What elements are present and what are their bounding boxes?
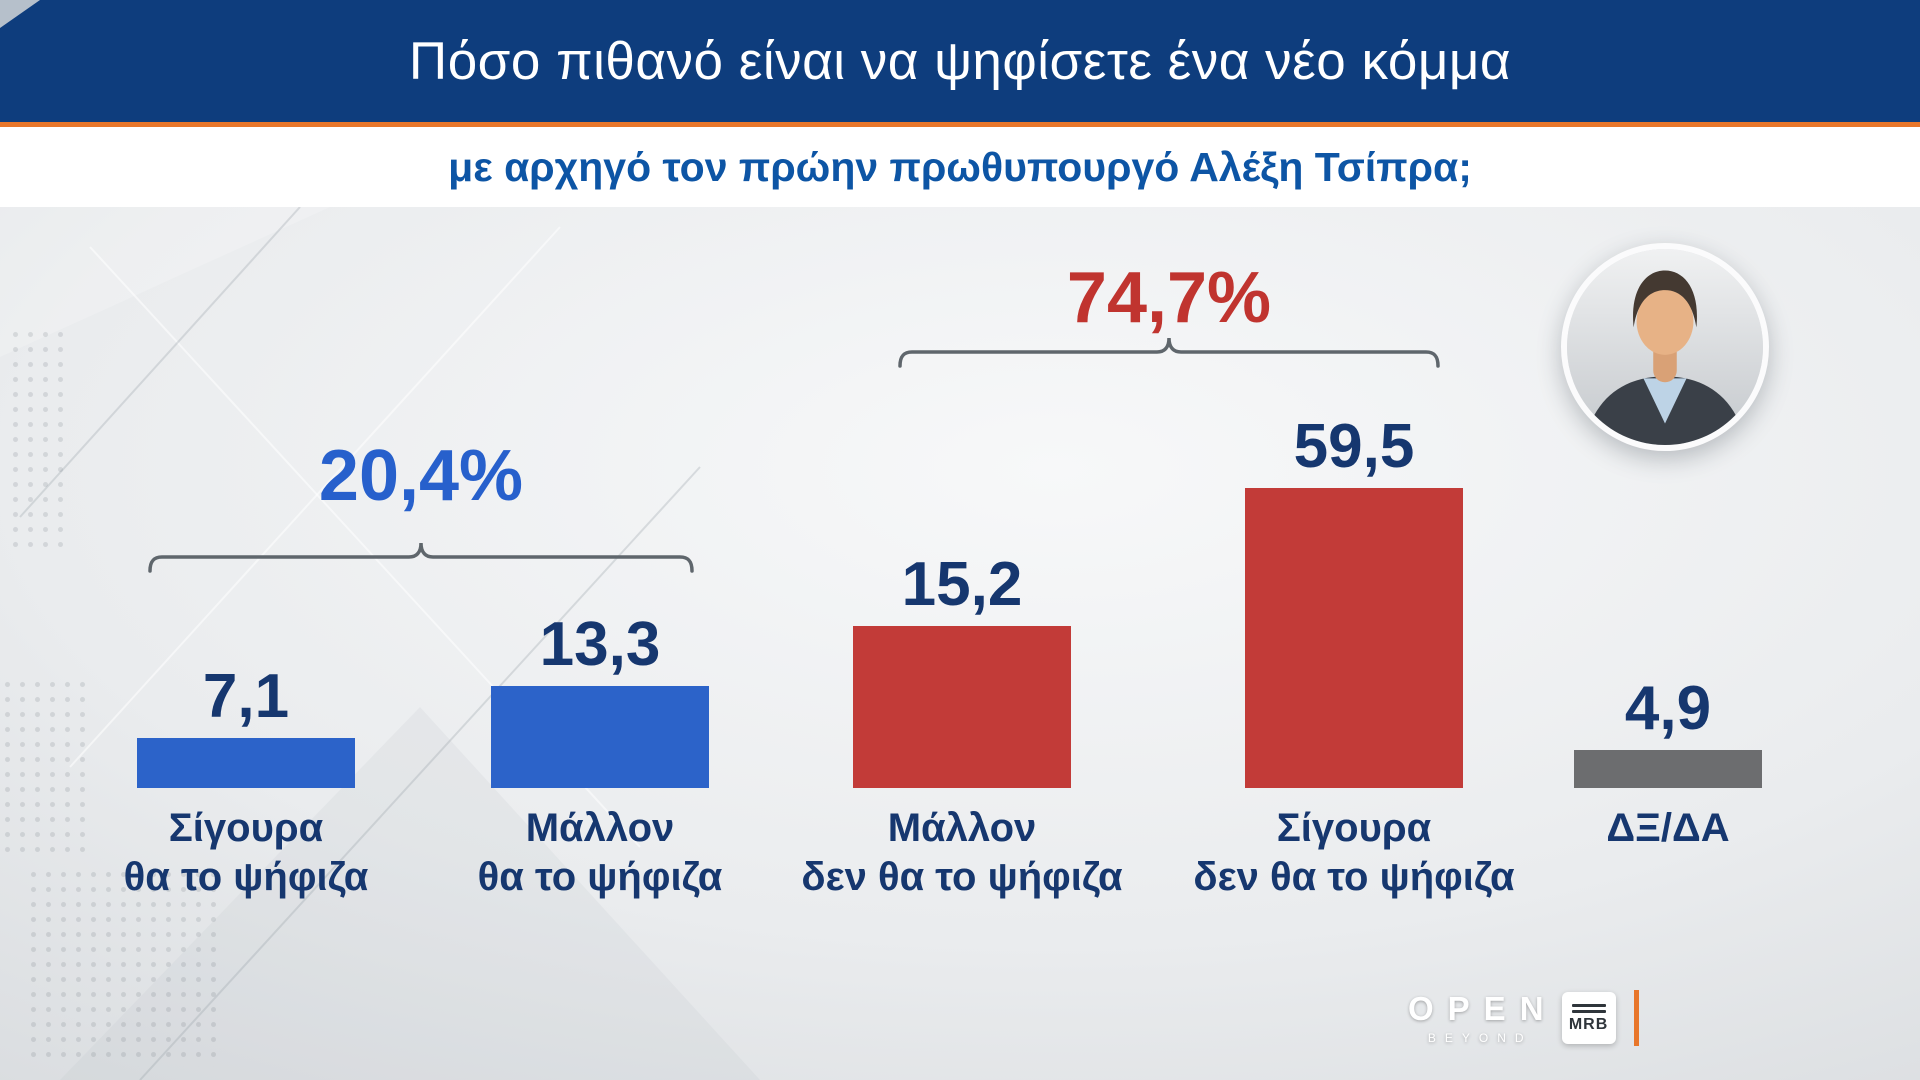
bar-column: 7,1 Σίγουρα θα το ψήφιζα <box>124 662 369 899</box>
mrb-logo-text: MRB <box>1568 1015 1609 1033</box>
bar <box>491 686 709 788</box>
bar-value-label: 4,9 <box>1624 674 1712 743</box>
bar <box>1574 750 1762 788</box>
category-line: Σίγουρα <box>168 806 324 850</box>
dot-pattern <box>0 677 90 857</box>
header-bar: Πόσο πιθανό είναι να ψηφίσετε ένα νέο κό… <box>0 0 1920 122</box>
group-total-likely: 20,4% <box>318 436 524 516</box>
bar-category-label: Σίγουρα θα το ψήφιζα <box>51 804 441 902</box>
bar-category-label: Μάλλον δεν θα το ψήφιζα <box>767 804 1157 902</box>
mrb-logo-stripe <box>1571 1009 1606 1013</box>
bar-column: 59,5 Σίγουρα δεν θα το ψήφιζα <box>1193 412 1514 899</box>
page-subtitle: με αρχηγό τον πρώην πρωθυπουργό Αλέξη Τσ… <box>448 143 1472 190</box>
group-bracket-unlikely <box>898 337 1440 368</box>
person-silhouette-icon <box>1567 249 1763 445</box>
bar <box>137 738 355 788</box>
bar-value-label: 59,5 <box>1293 412 1415 481</box>
mrb-logo: MRB <box>1561 992 1616 1044</box>
open-logo-subtext: BEYOND <box>1427 1030 1533 1045</box>
bar-column: 15,2 Μάλλον δεν θα το ψήφιζα <box>801 550 1122 899</box>
bar-column: 13,3 Μάλλον θα το ψήφιζα <box>478 610 723 899</box>
category-line: δεν θα το ψήφιζα <box>1193 854 1515 899</box>
mrb-logo-stripe <box>1571 1003 1606 1007</box>
accent-divider <box>0 122 1920 127</box>
dot-pattern <box>26 867 216 1067</box>
group-bracket-likely <box>148 542 694 573</box>
page-title: Πόσο πιθανό είναι να ψηφίσετε ένα νέο κό… <box>408 31 1512 91</box>
open-logo-text: OPEN <box>1408 989 1558 1027</box>
subtitle-band: με αρχηγό τον πρώην πρωθυπουργό Αλέξη Τσ… <box>0 127 1920 207</box>
corner-decoration <box>0 0 40 28</box>
bar-category-label: ΔΞ/ΔΑ <box>1473 804 1863 853</box>
bar-value-label: 15,2 <box>901 550 1023 619</box>
branding: OPEN BEYOND MRB <box>1408 990 1639 1046</box>
category-line: θα το ψήφιζα <box>477 854 723 899</box>
category-line: θα το ψήφιζα <box>123 854 369 899</box>
bar-category-label: Μάλλον θα το ψήφιζα <box>405 804 795 902</box>
dot-pattern <box>8 327 72 547</box>
bar-value-label: 7,1 <box>202 662 290 731</box>
bar-value-label: 13,3 <box>539 610 661 679</box>
category-line: ΔΞ/ΔΑ <box>1606 806 1730 850</box>
open-tv-logo: OPEN BEYOND <box>1408 992 1544 1045</box>
bar-column: 4,9 ΔΞ/ΔΑ <box>1574 674 1762 850</box>
mrb-accent-bar <box>1633 990 1639 1046</box>
category-line: Μάλλον <box>887 806 1037 850</box>
category-line: Σίγουρα <box>1276 806 1432 850</box>
bar-category-label: Σίγουρα δεν θα το ψήφιζα <box>1159 804 1549 902</box>
group-total-unlikely: 74,7% <box>1066 258 1272 338</box>
category-line: δεν θα το ψήφιζα <box>801 854 1123 899</box>
bar <box>1245 488 1463 788</box>
portrait-photo <box>1561 243 1769 451</box>
bar <box>853 626 1071 788</box>
category-line: Μάλλον <box>525 806 675 850</box>
